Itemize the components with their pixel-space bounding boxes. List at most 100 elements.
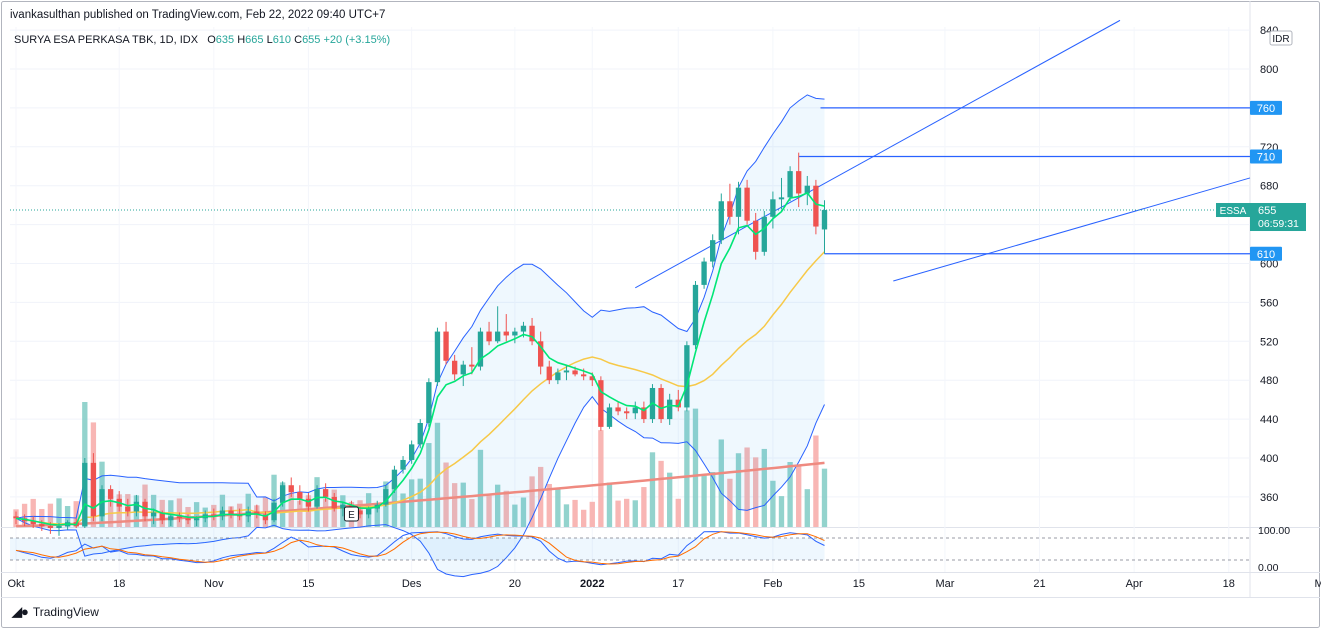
volume-bar (193, 502, 200, 527)
candle (667, 393, 673, 425)
x-tick-label: 2022 (580, 578, 604, 590)
candle-body (30, 521, 36, 525)
candle-body (546, 366, 552, 381)
candle (340, 501, 346, 517)
volume-bar (64, 506, 71, 527)
candle-body (279, 485, 286, 503)
x-tick-label: 18 (1223, 578, 1235, 590)
volume-bar (443, 462, 449, 527)
volume-bar (486, 495, 492, 527)
candle (168, 514, 174, 527)
volume-bar (322, 498, 329, 527)
ticker-label: ESSA (1220, 206, 1247, 217)
candle (486, 321, 492, 346)
level-label-760: 760 (1257, 103, 1275, 115)
candle-body (90, 462, 97, 517)
candle-body (572, 370, 578, 375)
oscillator-d-line (15, 531, 825, 565)
level-label-610: 610 (1257, 249, 1275, 261)
x-tick-label: Apr (1126, 578, 1143, 590)
volume-bar (701, 475, 707, 527)
volume-bar (770, 480, 776, 527)
candle (391, 465, 398, 494)
ticker-badge (1216, 203, 1250, 218)
volume-bar (520, 497, 527, 527)
candle-body (675, 399, 681, 408)
trendline-upper (635, 19, 1121, 289)
candle-body (125, 506, 131, 512)
candle (598, 376, 604, 431)
bollinger-lower (15, 395, 825, 578)
candle (297, 485, 303, 505)
volume-bar (684, 410, 690, 527)
candle-body (761, 216, 767, 252)
candle-body (796, 171, 802, 194)
volume-bar (624, 498, 630, 527)
candle (710, 234, 716, 268)
candle (555, 368, 561, 385)
volume-bar (434, 422, 441, 527)
volume-bar (374, 503, 380, 527)
volume-bar (641, 487, 647, 527)
candle (503, 314, 509, 342)
candle-body (486, 331, 492, 342)
candle (821, 200, 828, 254)
currency-badge (1269, 30, 1293, 46)
candle-body (606, 407, 613, 427)
candle-body (168, 516, 174, 521)
volume-bar (297, 500, 303, 527)
legend-high: 665 (245, 34, 264, 46)
countdown-label: 06:59:31 (1258, 218, 1299, 230)
volume-bar (417, 478, 423, 527)
y-tick-label: 360 (1260, 492, 1278, 504)
level-tag-760 (1250, 100, 1282, 115)
tradingview-logo[interactable]: ◢● TradingView (12, 604, 99, 620)
volume-bar (39, 508, 45, 527)
volume-bar (589, 501, 595, 527)
volume-bar (512, 504, 518, 527)
candle-body (658, 387, 664, 420)
long-moving-average (15, 461, 825, 528)
candle-body (813, 185, 819, 227)
candle (219, 506, 226, 521)
volume-bar (718, 439, 724, 527)
volume-bar (30, 498, 36, 527)
candle-body (520, 325, 527, 332)
candle (460, 360, 466, 387)
candle-body (262, 514, 269, 521)
volume-bar (813, 435, 819, 527)
last-price-label: 655 (1258, 205, 1276, 217)
candle (288, 477, 294, 497)
candle (408, 440, 415, 464)
y-tick-label: 520 (1260, 336, 1278, 348)
candle (150, 508, 157, 525)
volume-bar (73, 501, 79, 527)
y-tick-label: 800 (1260, 64, 1278, 76)
candle-body (821, 210, 828, 230)
osc-tick-label: 0.00 (1258, 562, 1279, 574)
legend-symbol: SURYA ESA PERKASA TBK, 1D, IDX (14, 34, 199, 46)
candle-body (804, 185, 810, 194)
candle-body (426, 382, 432, 423)
volume-bar (451, 483, 458, 527)
volume-bar (563, 504, 570, 527)
candle-body (529, 325, 535, 342)
legend-close: 655 (302, 34, 321, 46)
legend-high-label: H (237, 34, 246, 46)
candle (701, 257, 707, 289)
oscillator-k-line (15, 531, 825, 566)
candle-body (185, 518, 191, 521)
candle (778, 177, 785, 210)
candle-body (778, 197, 785, 200)
legend-open: 635 (215, 34, 235, 46)
candle (417, 419, 423, 449)
volume-bar (804, 489, 810, 527)
candle (125, 498, 131, 517)
candle (262, 511, 269, 525)
candle (744, 179, 750, 225)
x-tick-label: 15 (302, 578, 314, 590)
trendline-lower (893, 177, 1251, 282)
candle-body (383, 489, 389, 505)
